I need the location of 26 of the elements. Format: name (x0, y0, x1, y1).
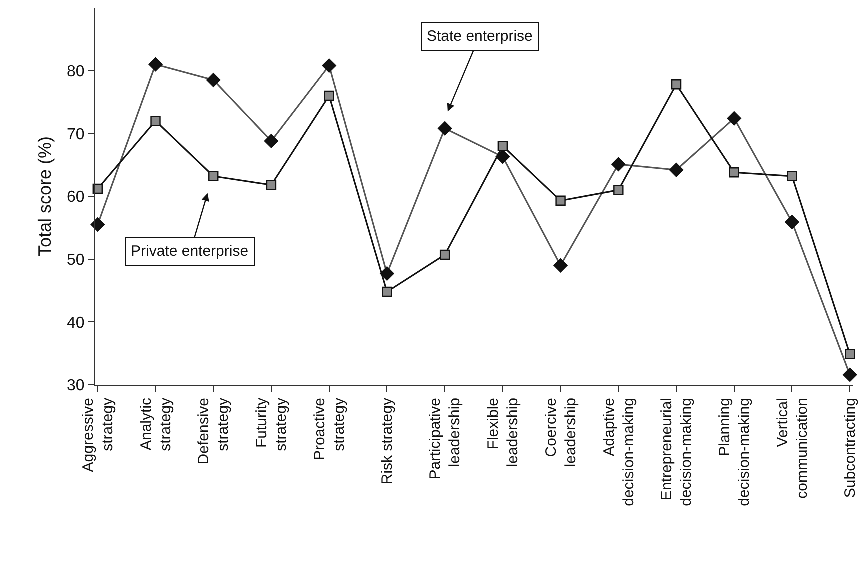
point (324, 90, 334, 102)
point (440, 250, 450, 260)
point (382, 286, 392, 298)
y-tick-label: 60 (67, 189, 85, 206)
x-tick-label: Risk strategy (379, 398, 396, 485)
point (845, 349, 856, 360)
point (498, 141, 508, 152)
point (556, 196, 566, 206)
point (729, 168, 740, 178)
point (614, 185, 624, 196)
point (671, 80, 682, 90)
point (787, 171, 798, 182)
y-tick-label: 40 (67, 314, 85, 332)
text: Private enterprise (131, 243, 249, 260)
y-tick-label: 70 (67, 126, 85, 144)
y-tick-label: 30 (67, 378, 85, 395)
y-axis-title: Total score (%) (35, 136, 56, 257)
x-tick-label: Participative leadership (427, 398, 464, 480)
x-tick-label: Subcontracting (842, 398, 859, 498)
y-tick-label: 50 (67, 252, 85, 269)
point (150, 116, 161, 126)
point (208, 171, 219, 182)
point (266, 180, 277, 190)
text: State enterprise (427, 28, 533, 45)
y-tick-label: 80 (67, 63, 85, 80)
x-tick-label: Aggressive strategy (80, 398, 117, 472)
